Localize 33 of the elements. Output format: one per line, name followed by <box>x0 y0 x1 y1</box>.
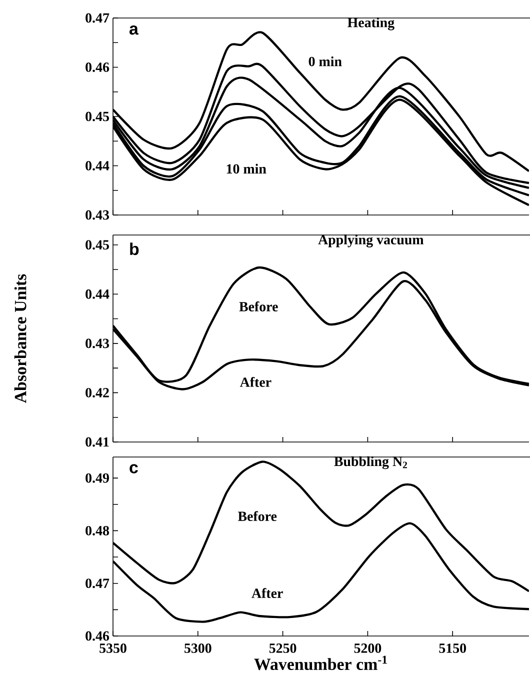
series-label: 0 min <box>308 56 342 66</box>
y-tick-label: 0.45 <box>86 112 109 122</box>
x-tick-label: 5150 <box>439 644 466 653</box>
y-tick-label: 0.47 <box>86 13 110 23</box>
x-tick-label: 5250 <box>269 644 296 653</box>
series-label: Before <box>239 301 278 312</box>
y-axis-title: Absorbance Units <box>14 274 26 404</box>
x-tick-label: 5300 <box>184 644 212 653</box>
chart-title: Heating <box>348 17 394 30</box>
x-axis-title: Wavenumber cm$^{-1}$ <box>254 656 387 670</box>
annotation: a <box>129 25 139 35</box>
y-tick-label: 0.46 <box>86 631 110 641</box>
y-tick-label: 0.44 <box>86 289 110 299</box>
y-tick-label: 0.43 <box>86 210 109 220</box>
series-label: 10 min <box>226 164 266 174</box>
y-tick-label: 0.46 <box>86 62 110 72</box>
y-tick-label: 0.44 <box>86 161 110 170</box>
y-tick-label: 0.42 <box>86 388 109 398</box>
y-tick-label: 0.48 <box>86 526 110 536</box>
y-tick-label: 0.41 <box>86 437 109 447</box>
y-tick-label: 0.47 <box>86 578 110 588</box>
series-label: Before <box>238 511 277 522</box>
chart-title: Applying vacuum <box>318 234 424 248</box>
series-label: After <box>240 376 272 387</box>
y-tick-label: 0.49 <box>86 473 109 483</box>
series-label: After <box>252 588 283 598</box>
x-tick-label: 5200 <box>354 644 382 653</box>
chart-title: Bubbling N$_{2}$ <box>334 456 408 470</box>
annotation: c <box>130 464 138 474</box>
x-tick-label: 5350 <box>100 644 126 653</box>
y-tick-label: 0.43 <box>86 338 109 348</box>
annotation: b <box>130 242 139 256</box>
y-tick-label: 0.45 <box>86 240 109 250</box>
